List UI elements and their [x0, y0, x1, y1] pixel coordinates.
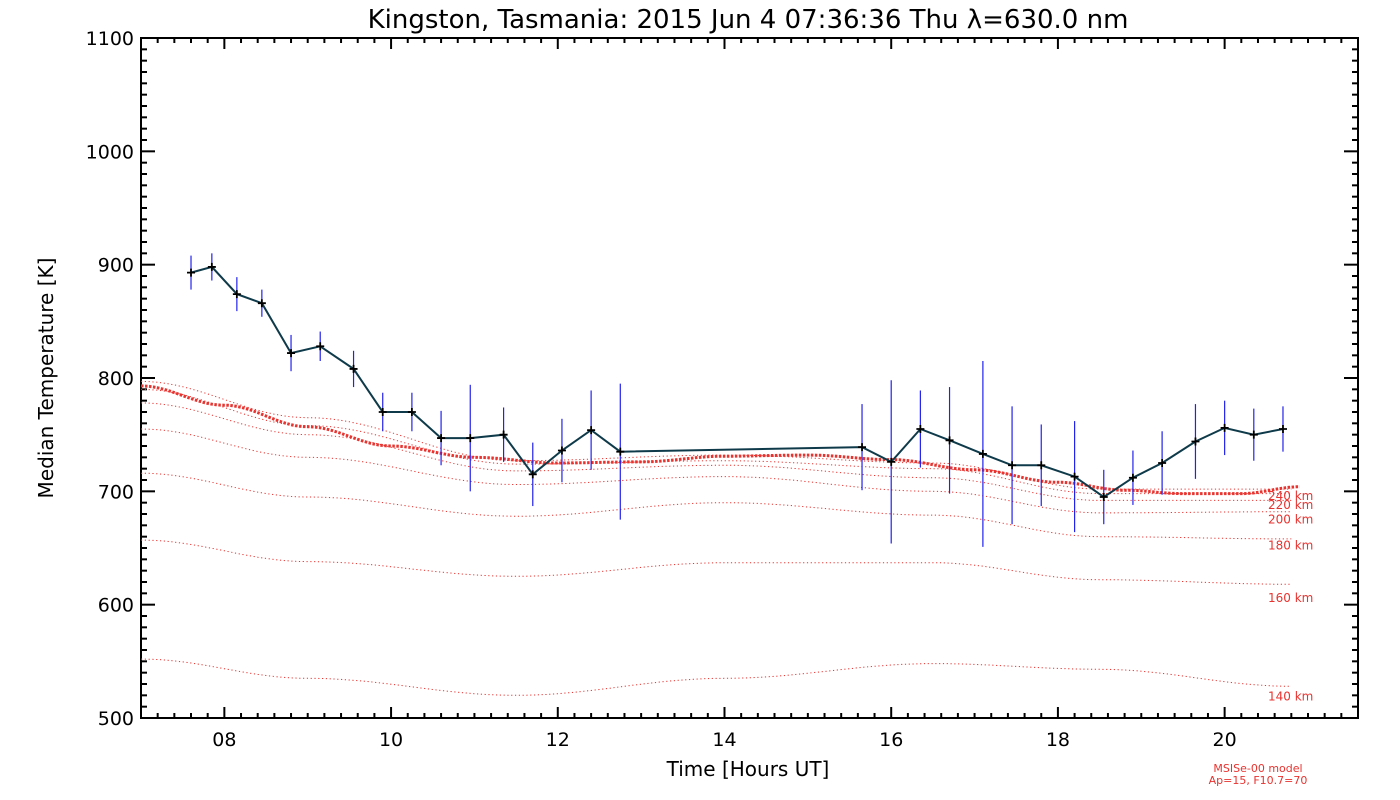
model-note-1: MSISe-00 model: [1213, 762, 1302, 775]
x-tick-label: 10: [379, 729, 403, 751]
data-point-marker: [1278, 425, 1287, 433]
major-ticks: [141, 37, 1358, 719]
data-point-marker: [1158, 459, 1167, 467]
data-point-marker: [499, 430, 508, 439]
data-point-marker: [232, 290, 241, 299]
model-lines: [140, 380, 1292, 696]
model-altitude-line: [140, 402, 1292, 501]
y-tick-label: 900: [98, 255, 134, 277]
model-altitude-line: [140, 380, 1292, 490]
x-tick-label: 12: [546, 729, 570, 751]
y-tick-label: 700: [98, 481, 134, 503]
altitude-label: 180 km: [1268, 539, 1313, 553]
data-point-marker: [587, 426, 596, 435]
model-altitude-line: [140, 388, 1292, 495]
data-point-marker: [257, 299, 266, 308]
altitude-label: 160 km: [1268, 591, 1313, 605]
x-tick-label: 08: [212, 729, 236, 751]
y-tick-label: 800: [98, 368, 134, 390]
data-point-marker: [349, 364, 358, 373]
data-point-marker: [1008, 461, 1017, 470]
data-point-marker: [207, 262, 216, 271]
data-point-marker: [287, 349, 296, 358]
altitude-label: 220 km: [1268, 498, 1313, 512]
altitude-label: 200 km: [1268, 513, 1313, 527]
y-tick-labels: 500 600 700 800 900 1000 1100: [86, 28, 134, 730]
y-tick-label: 600: [98, 595, 134, 617]
model-altitude-line: [140, 658, 1292, 696]
data-point-marker: [407, 408, 416, 416]
data-point-marker: [1191, 437, 1200, 446]
error-bars: [190, 253, 1284, 547]
data-point-marker: [437, 434, 446, 443]
y-axis-label: Median Temperature [K]: [34, 258, 58, 499]
data-point-marker: [378, 408, 387, 416]
data-point-marker: [1099, 493, 1108, 501]
data-point-marker: [528, 470, 537, 479]
model-note-2: Ap=15, F10.7=70: [1209, 774, 1308, 787]
model-altitude-line: [140, 472, 1292, 540]
data-point-marker: [466, 434, 475, 443]
altitude-label: 240 km: [1268, 489, 1313, 503]
data-point-marker: [187, 268, 196, 277]
y-tick-label: 500: [98, 708, 134, 730]
x-tick-labels: 08 10 12 14 16 18 20: [212, 729, 1236, 751]
x-axis-label: Time [Hours UT]: [666, 757, 830, 781]
model-curve: [140, 384, 1300, 496]
data-point-marker: [316, 342, 325, 351]
x-tick-label: 20: [1213, 729, 1237, 751]
data-point-marker: [978, 449, 987, 458]
data-point-marker: [1249, 430, 1258, 439]
data-point-marker: [945, 436, 954, 445]
data-point-marker: [557, 446, 566, 455]
minor-ticks: [140, 38, 1359, 718]
data-point-marker: [1128, 473, 1137, 482]
data-point-marker: [858, 443, 867, 452]
y-tick-label: 1100: [86, 28, 134, 50]
data-point-marker: [616, 447, 625, 456]
altitude-label: 140 km: [1268, 689, 1313, 703]
plot-frame: [140, 37, 1359, 719]
data-point-marker: [887, 457, 896, 466]
x-tick-label: 18: [1046, 729, 1070, 751]
data-point-marker: [1220, 423, 1229, 432]
data-point-marker: [916, 425, 925, 433]
model-altitude-line: [140, 428, 1292, 514]
chart-title: Kingston, Tasmania: 2015 Jun 4 07:36:36 …: [368, 5, 1129, 35]
measured-line: [190, 265, 1284, 499]
data-point-marker: [1037, 461, 1046, 470]
data-point-marker: [1070, 472, 1079, 481]
x-tick-label: 14: [712, 729, 736, 751]
y-tick-label: 1000: [86, 141, 134, 163]
bold-model-line: [140, 384, 1300, 496]
x-tick-label: 16: [879, 729, 903, 751]
measured-series: [187, 262, 1287, 501]
model-altitude-line: [140, 539, 1292, 585]
